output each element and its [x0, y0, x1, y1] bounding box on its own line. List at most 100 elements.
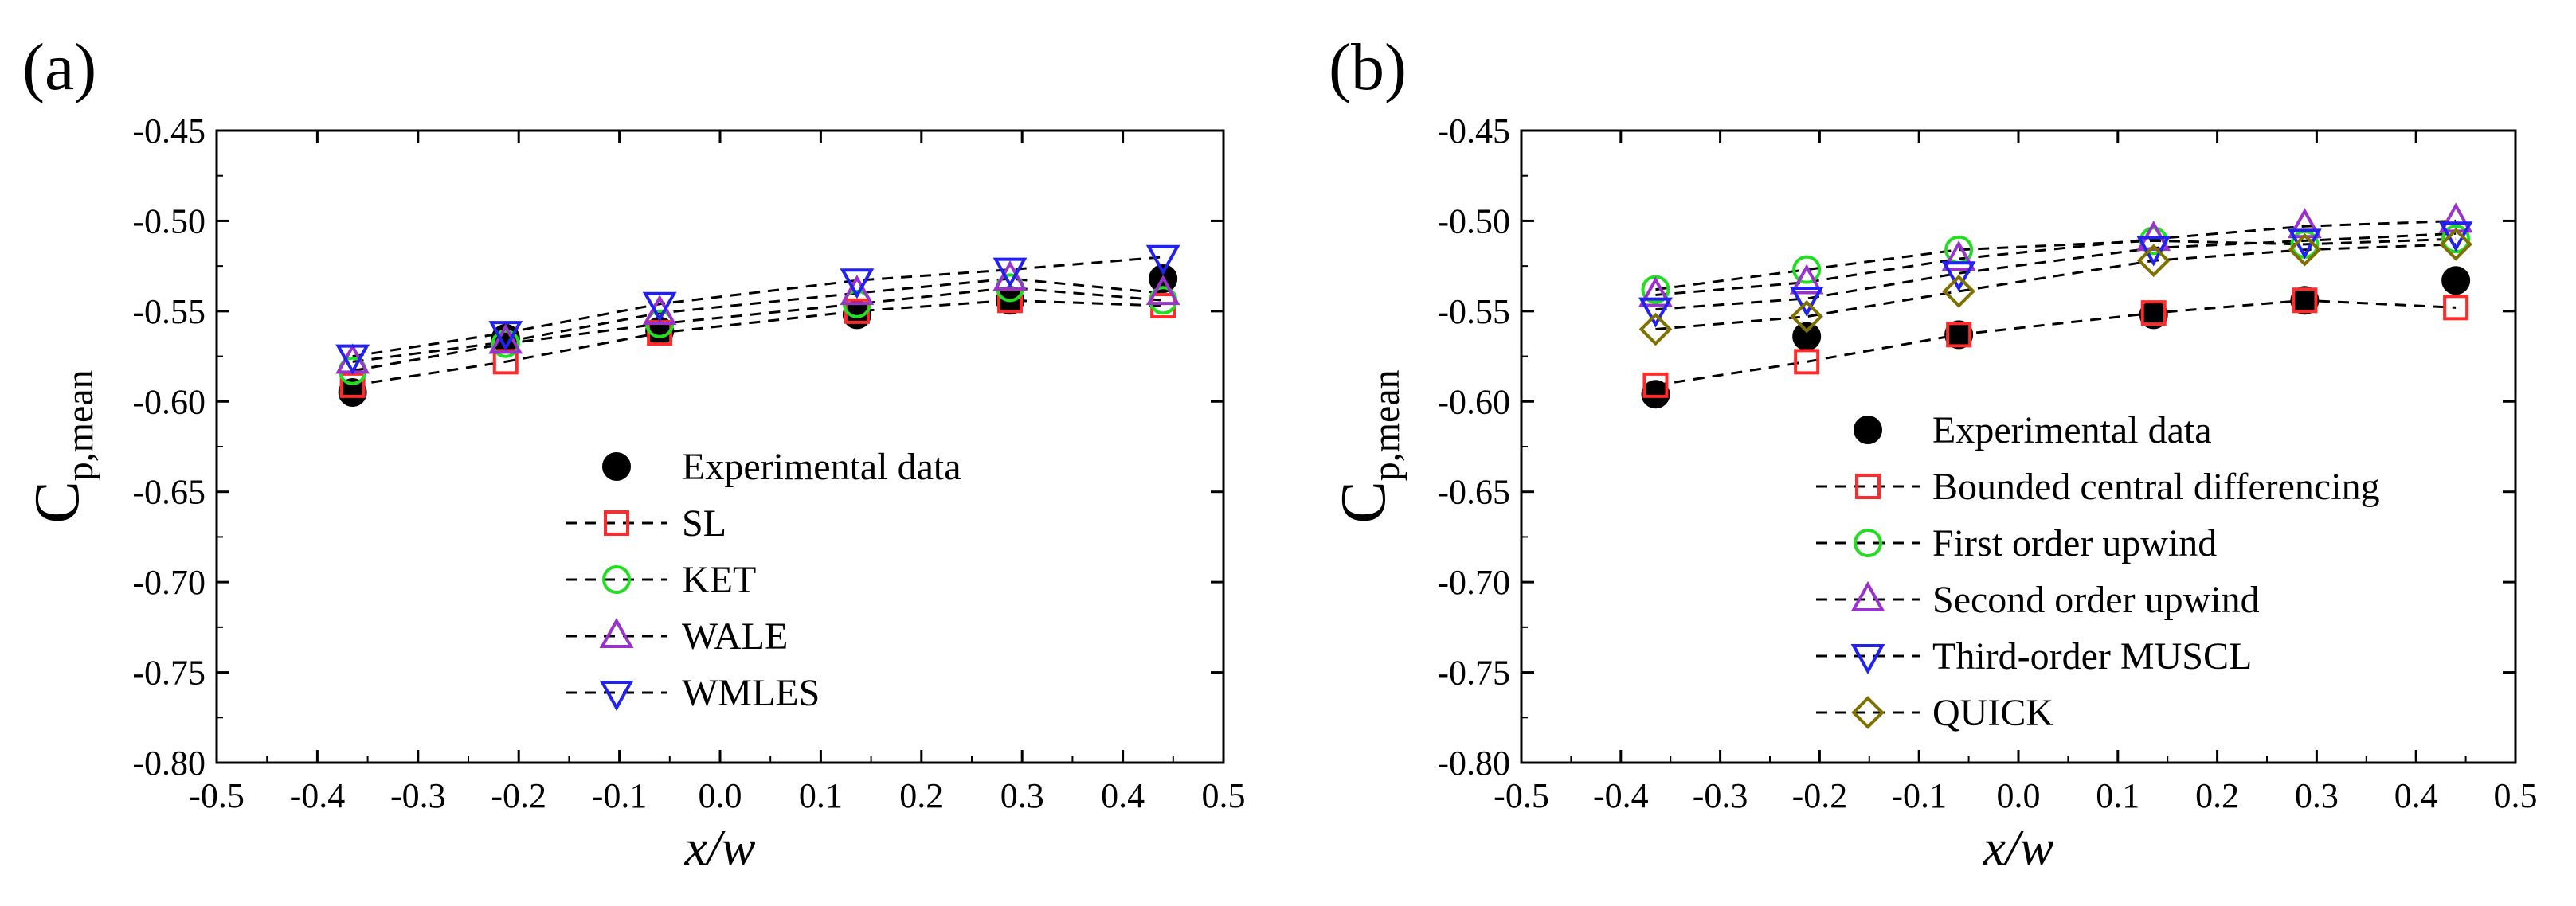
- legend: Experimental data Bounded central differe…: [1816, 409, 2380, 734]
- x-tick-label: -0.3: [390, 776, 446, 815]
- legend-label-quick: QUICK: [1932, 692, 2053, 734]
- y-tick-label: -0.80: [132, 744, 206, 783]
- x-tick-label: 0.1: [2096, 776, 2139, 815]
- y-tick-label: -0.60: [132, 382, 206, 421]
- x-tick-label: -0.2: [1792, 776, 1848, 815]
- x-tick-label: -0.3: [1693, 776, 1748, 815]
- series-line-ket: [352, 286, 1164, 373]
- data-point-wmles: [840, 268, 875, 299]
- y-tick-label: -0.60: [1437, 382, 1510, 421]
- data-point-wale: [488, 323, 523, 354]
- series-line-second-order-upwind: [1655, 219, 2457, 296]
- x-tick-label: 0.3: [1000, 776, 1044, 815]
- x-tick-label: 0.5: [1202, 776, 1246, 815]
- data-point-wmles: [642, 291, 677, 322]
- data-point-bounded-central-differencing: [1794, 349, 1820, 375]
- y-tick-label: -0.80: [1437, 744, 1510, 783]
- x-tick-label: 0.0: [699, 776, 742, 815]
- series-line-bounded-central-differencing: [1655, 299, 2457, 387]
- legend-label-second-order-upwind: Second order upwind: [1932, 579, 2260, 621]
- data-point-bounded-central-differencing: [2292, 287, 2318, 314]
- x-tick-label: -0.1: [592, 776, 648, 815]
- legend-label-third-order-muscl: Third-order MUSCL: [1932, 635, 2252, 678]
- data-point-wale: [1145, 275, 1180, 306]
- x-axis-label: x/w: [684, 819, 756, 876]
- x-tick-label: 0.1: [799, 776, 843, 815]
- legend-label-bounded-central-differencing: Bounded central differencing: [1932, 466, 2380, 508]
- x-tick-label: -0.4: [290, 776, 346, 815]
- x-tick-label: -0.2: [491, 776, 546, 815]
- data-point-quick: [1942, 275, 1975, 308]
- y-tick-label: -0.50: [1437, 201, 1510, 240]
- legend-marker-ket: [602, 565, 631, 594]
- x-tick-label: -0.4: [1593, 776, 1649, 815]
- y-tick-label: -0.75: [132, 654, 206, 693]
- legend-marker-third-order-muscl: [1850, 644, 1885, 675]
- x-tick-label: 0.3: [2295, 776, 2339, 815]
- y-tick-label: -0.50: [132, 201, 206, 240]
- x-tick-label: -0.5: [189, 776, 245, 815]
- y-axis-label-subscript: p,mean: [1365, 369, 1407, 481]
- legend-label-sl: SL: [682, 502, 726, 545]
- data-point-quick: [1790, 299, 1824, 334]
- legend-marker-quick: [1851, 696, 1885, 729]
- data-point-bounded-central-differencing: [2443, 295, 2469, 321]
- data-point-quick: [2136, 244, 2171, 278]
- legend-label-experimental-data: Experimental data: [682, 446, 961, 488]
- data-point-second-order-upwind: [1941, 240, 1976, 271]
- series-line-third-order-muscl: [1655, 232, 2457, 311]
- data-point-bounded-central-differencing: [1642, 372, 1669, 398]
- data-point-third-order-muscl: [2136, 236, 2171, 267]
- legend-label-first-order-upwind: First order upwind: [1932, 522, 2217, 564]
- legend-label-wmles: WMLES: [682, 672, 820, 714]
- data-point-quick: [2288, 232, 2322, 267]
- y-tick-label: -0.55: [132, 292, 206, 331]
- legend-label-wale: WALE: [682, 615, 788, 658]
- legend-marker-bounded-central-differencing: [1855, 474, 1881, 499]
- y-axis-label-subscript: p,mean: [59, 369, 101, 481]
- data-point-third-order-muscl: [1941, 261, 1976, 292]
- series-line-wale: [352, 277, 1164, 363]
- legend-marker-experimental-data: [602, 452, 631, 481]
- data-point-second-order-upwind: [1638, 276, 1673, 307]
- series-line-quick: [1655, 243, 2457, 331]
- data-point-experimental-data: [1641, 380, 1670, 409]
- data-point-wmles: [335, 344, 370, 375]
- data-point-experimental-data: [1792, 322, 1822, 351]
- y-tick-label: -0.65: [132, 473, 206, 512]
- y-tick-label: -0.65: [1437, 473, 1510, 512]
- data-point-wmles: [992, 257, 1028, 288]
- y-tick-label: -0.45: [1437, 111, 1510, 150]
- data-point-experimental-data: [2290, 286, 2320, 315]
- y-axis-label: Cp,mean: [22, 369, 101, 523]
- y-axis-label-main: C: [22, 481, 92, 523]
- panel-label: (b): [1329, 30, 1407, 104]
- legend-marker-experimental-data: [1854, 416, 1882, 444]
- y-tick-label: -0.75: [1437, 654, 1510, 693]
- y-axis-label-main: C: [1329, 481, 1399, 523]
- data-point-third-order-muscl: [1638, 297, 1673, 328]
- x-axis-label: x/w: [1983, 819, 2054, 876]
- legend-label-ket: KET: [682, 559, 756, 601]
- data-point-experimental-data: [2441, 266, 2471, 295]
- data-point-quick: [2439, 228, 2472, 261]
- legend-marker-first-order-upwind: [1854, 529, 1882, 557]
- data-point-second-order-upwind: [1789, 264, 1824, 295]
- data-point-wmles: [488, 321, 523, 352]
- legend-marker-second-order-upwind: [1850, 580, 1885, 611]
- y-tick-label: -0.55: [1437, 292, 1510, 331]
- legend: Experimental data SL KET WALE WMLES: [566, 446, 961, 714]
- x-tick-label: -0.5: [1494, 776, 1549, 815]
- data-point-bounded-central-differencing: [2140, 300, 2167, 326]
- data-point-ket: [491, 329, 520, 358]
- series-line-sl: [352, 299, 1164, 387]
- data-point-experimental-data: [1944, 320, 1974, 350]
- y-tick-label: -0.70: [132, 563, 206, 602]
- y-tick-label: -0.70: [1437, 563, 1510, 602]
- legend-marker-wmles: [599, 681, 634, 712]
- panel-b: (b) -0.5 -0.4 -0.3 -0.2 -0.1 0.0 0.1 0.2 0.3 0.4 0.…: [1329, 30, 2538, 876]
- data-point-wale: [840, 275, 875, 306]
- x-tick-label: -0.1: [1891, 776, 1947, 815]
- y-axis-label: Cp,mean: [1329, 369, 1407, 523]
